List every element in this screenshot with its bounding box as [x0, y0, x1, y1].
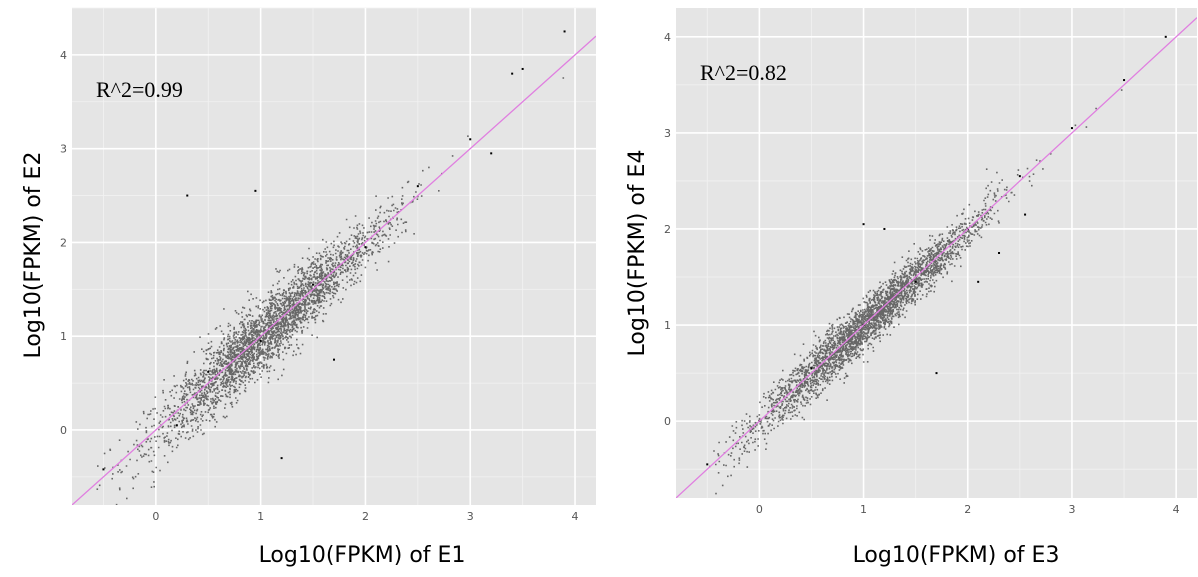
- data-point: [1018, 175, 1021, 178]
- data-point: [259, 339, 262, 342]
- data-point: [998, 252, 1001, 254]
- data-point: [977, 280, 980, 283]
- y-tick-label: 3: [664, 127, 671, 140]
- x-tick-label: 1: [860, 503, 867, 516]
- data-point: [862, 223, 865, 226]
- point-cloud: [96, 77, 565, 505]
- data-point: [883, 227, 886, 230]
- y-tick-label: 0: [664, 415, 671, 428]
- point-cloud: [709, 89, 1123, 495]
- y-tick-label: 1: [664, 319, 671, 332]
- data-point: [935, 372, 938, 375]
- data-point: [364, 246, 367, 249]
- data-point: [469, 138, 472, 141]
- y-tick-label: 4: [60, 49, 67, 62]
- data-point: [175, 424, 178, 427]
- data-point: [280, 457, 283, 460]
- data-point: [810, 367, 813, 370]
- x-tick-labels: 0 1 2 3 4: [756, 503, 1180, 516]
- x-tick-label: 2: [362, 510, 369, 523]
- scatter-chart-e1-e2: 0 1 2 3 4 0 1 2 3 4 R^2=0.99 Log10(FPKM) of E1 L…: [21, 7, 596, 568]
- data-point: [207, 370, 210, 373]
- data-point: [511, 72, 514, 75]
- regression-line: [72, 35, 596, 505]
- data-point: [914, 280, 917, 283]
- plot-panel: [72, 8, 596, 505]
- y-axis-title: Log10(FPKM) of E2: [21, 152, 46, 359]
- x-axis-title: Log10(FPKM) of E3: [853, 543, 1060, 568]
- y-tick-labels: 0 1 2 3 4: [60, 49, 67, 437]
- x-axis-title: Log10(FPKM) of E1: [259, 543, 466, 568]
- data-point: [521, 67, 524, 70]
- minor-gridlines: [676, 8, 1197, 498]
- y-tick-label: 0: [60, 424, 67, 437]
- regression-line: [676, 17, 1197, 498]
- x-tick-label: 1: [257, 510, 264, 523]
- data-point: [186, 194, 189, 197]
- x-tick-label: 3: [1068, 503, 1075, 516]
- data-point: [102, 468, 105, 471]
- x-tick-labels: 0 1 2 3 4: [152, 510, 578, 523]
- x-tick-label: 4: [1173, 503, 1180, 516]
- y-axis-title: Log10(FPKM) of E4: [625, 150, 650, 357]
- y-tick-label: 1: [60, 330, 67, 343]
- data-point: [416, 185, 419, 188]
- major-gridlines: [676, 8, 1197, 498]
- data-points: [96, 30, 566, 505]
- data-point: [1123, 79, 1126, 82]
- y-tick-label: 2: [664, 223, 671, 236]
- data-point: [563, 30, 566, 33]
- data-point: [312, 283, 315, 286]
- data-point: [1164, 35, 1167, 38]
- major-gridlines: [72, 8, 596, 505]
- y-tick-labels: 0 1 2 3 4: [664, 31, 671, 428]
- data-point: [706, 463, 709, 466]
- y-tick-label: 3: [60, 143, 67, 156]
- x-tick-label: 0: [152, 510, 159, 523]
- y-tick-label: 4: [664, 31, 671, 44]
- data-point: [254, 189, 257, 192]
- r-squared-annotation: R^2=0.82: [700, 60, 787, 85]
- x-tick-label: 0: [756, 503, 763, 516]
- scatter-chart-e3-e4: 0 1 2 3 4 0 1 2 3 4 R^2=0.82 Log10(FPKM) of E3 L…: [625, 8, 1197, 568]
- x-tick-label: 4: [572, 510, 579, 523]
- data-point: [490, 152, 493, 155]
- r-squared-annotation: R^2=0.99: [96, 77, 183, 102]
- data-point: [1070, 127, 1073, 130]
- x-tick-label: 3: [467, 510, 474, 523]
- data-point: [1024, 213, 1027, 216]
- y-tick-label: 2: [60, 236, 67, 249]
- data-point: [333, 358, 335, 361]
- x-tick-label: 2: [964, 503, 971, 516]
